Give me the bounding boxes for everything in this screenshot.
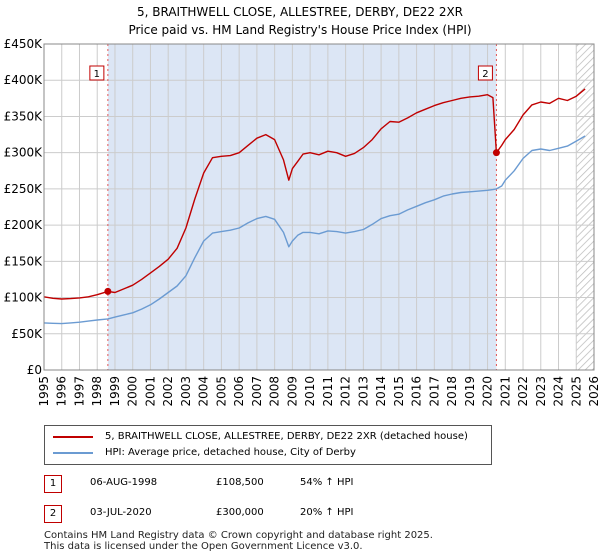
x-tick-label: 2003 xyxy=(179,376,193,407)
y-tick-label: £0 xyxy=(27,363,42,377)
x-tick-label: 2010 xyxy=(303,376,317,407)
x-tick-label: 2002 xyxy=(161,376,175,407)
x-tick-label: 2022 xyxy=(516,376,530,407)
sale-marker-label: 1 xyxy=(94,69,100,80)
x-tick-label: 2000 xyxy=(126,376,140,407)
sale-price: £108,500 xyxy=(216,477,264,488)
sale-marker-label: 2 xyxy=(482,69,488,80)
x-tick-label: 2025 xyxy=(569,376,583,407)
x-tick-label: 1999 xyxy=(108,376,122,407)
y-tick-label: £300K xyxy=(4,146,44,160)
x-tick-label: 1997 xyxy=(72,376,86,407)
x-tick-label: 2006 xyxy=(232,376,246,407)
x-tick-label: 2011 xyxy=(321,376,335,407)
x-tick-label: 1995 xyxy=(37,376,51,407)
ownership-shade xyxy=(107,44,497,370)
x-tick-label: 2008 xyxy=(268,376,282,407)
x-tick-label: 2001 xyxy=(143,376,157,407)
sale-marker-box xyxy=(477,65,493,81)
x-tick-label: 2016 xyxy=(410,376,424,407)
legend-label-price: 5, BRAITHWELL CLOSE, ALLESTREE, DERBY, D… xyxy=(105,431,468,442)
x-tick-label: 1996 xyxy=(55,376,69,407)
x-tick-label: 1998 xyxy=(90,376,104,407)
legend-label-hpi: HPI: Average price, detached house, City… xyxy=(105,447,356,458)
x-tick-label: 2017 xyxy=(427,376,441,407)
x-tick-label: 2014 xyxy=(374,376,388,407)
footer: Contains HM Land Registry data © Crown c… xyxy=(44,530,433,552)
x-tick-label: 2015 xyxy=(392,376,406,407)
x-tick-label: 2007 xyxy=(250,376,264,407)
plot-frame xyxy=(43,43,595,371)
x-tick-label: 2021 xyxy=(498,376,512,407)
footer-licence: This data is licensed under the Open Gov… xyxy=(44,541,363,552)
footer-copyright: Contains HM Land Registry data © Crown c… xyxy=(44,530,433,541)
sale-price: £300,000 xyxy=(216,507,264,518)
y-tick-label: £350K xyxy=(4,109,44,123)
sale-hpi-change: 20% ↑ HPI xyxy=(300,507,354,518)
y-tick-label: £50K xyxy=(11,327,43,341)
chart-title-line2: Price paid vs. HM Land Registry's House … xyxy=(128,23,471,37)
x-tick-label: 2020 xyxy=(481,376,495,407)
sale-row: 2 03-JUL-2020 £300,000 20% ↑ HPI xyxy=(44,505,464,525)
future-hatch xyxy=(576,44,594,370)
legend-swatch-hpi xyxy=(53,452,93,454)
x-tick-label: 2026 xyxy=(587,376,600,407)
price-chart: 5, BRAITHWELL CLOSE, ALLESTREE, DERBY, D… xyxy=(4,5,600,407)
sale-date: 06-AUG-1998 xyxy=(90,477,158,488)
x-tick-label: 2023 xyxy=(534,376,548,407)
sale-marker-box xyxy=(89,65,105,81)
sale-point xyxy=(492,149,500,157)
y-tick-label: £450K xyxy=(4,37,44,51)
sale-number-badge: 1 xyxy=(44,475,62,493)
x-tick-label: 2009 xyxy=(285,376,299,407)
sale-date: 03-JUL-2020 xyxy=(90,507,152,518)
x-tick-label: 2005 xyxy=(214,376,228,407)
sale-number-badge: 2 xyxy=(44,505,62,523)
hpi-line xyxy=(43,135,586,325)
legend: 5, BRAITHWELL CLOSE, ALLESTREE, DERBY, D… xyxy=(44,425,492,465)
y-tick-label: £100K xyxy=(4,291,44,305)
legend-swatch-price xyxy=(53,436,93,438)
x-tick-label: 2013 xyxy=(356,376,370,407)
y-tick-label: £150K xyxy=(4,254,44,268)
x-tick-label: 2004 xyxy=(197,376,211,407)
sale-hpi-change: 54% ↑ HPI xyxy=(300,477,354,488)
x-tick-label: 2019 xyxy=(463,376,477,407)
x-tick-label: 2018 xyxy=(445,376,459,407)
sale-row: 1 06-AUG-1998 £108,500 54% ↑ HPI xyxy=(44,475,464,495)
y-tick-label: £250K xyxy=(4,182,44,196)
x-tick-label: 2024 xyxy=(552,376,566,407)
y-tick-label: £200K xyxy=(4,218,44,232)
sale-point xyxy=(104,287,112,295)
x-tick-label: 2012 xyxy=(339,376,353,407)
y-tick-label: £400K xyxy=(4,73,44,87)
chart-title-line1: 5, BRAITHWELL CLOSE, ALLESTREE, DERBY, D… xyxy=(137,5,463,19)
